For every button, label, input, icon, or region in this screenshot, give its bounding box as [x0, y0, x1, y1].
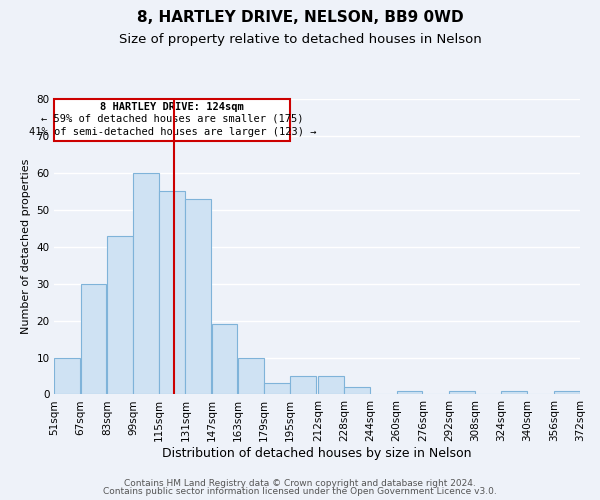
- Bar: [318, 376, 344, 394]
- Bar: [212, 324, 238, 394]
- Text: ← 59% of detached houses are smaller (175): ← 59% of detached houses are smaller (17…: [41, 114, 304, 124]
- Bar: [159, 192, 185, 394]
- FancyBboxPatch shape: [55, 99, 290, 142]
- Bar: [290, 376, 316, 394]
- Bar: [264, 384, 290, 394]
- Bar: [397, 391, 422, 394]
- Bar: [133, 173, 159, 394]
- Bar: [80, 284, 106, 395]
- Bar: [107, 236, 133, 394]
- Text: 8 HARTLEY DRIVE: 124sqm: 8 HARTLEY DRIVE: 124sqm: [100, 102, 244, 112]
- Bar: [344, 387, 370, 394]
- X-axis label: Distribution of detached houses by size in Nelson: Distribution of detached houses by size …: [163, 447, 472, 460]
- Y-axis label: Number of detached properties: Number of detached properties: [21, 159, 31, 334]
- Bar: [502, 391, 527, 394]
- Bar: [55, 358, 80, 395]
- Bar: [554, 391, 580, 394]
- Bar: [238, 358, 263, 395]
- Text: Contains public sector information licensed under the Open Government Licence v3: Contains public sector information licen…: [103, 487, 497, 496]
- Text: Size of property relative to detached houses in Nelson: Size of property relative to detached ho…: [119, 32, 481, 46]
- Bar: [449, 391, 475, 394]
- Bar: [185, 198, 211, 394]
- Text: Contains HM Land Registry data © Crown copyright and database right 2024.: Contains HM Land Registry data © Crown c…: [124, 478, 476, 488]
- Text: 8, HARTLEY DRIVE, NELSON, BB9 0WD: 8, HARTLEY DRIVE, NELSON, BB9 0WD: [137, 10, 463, 25]
- Text: 41% of semi-detached houses are larger (123) →: 41% of semi-detached houses are larger (…: [29, 126, 316, 136]
